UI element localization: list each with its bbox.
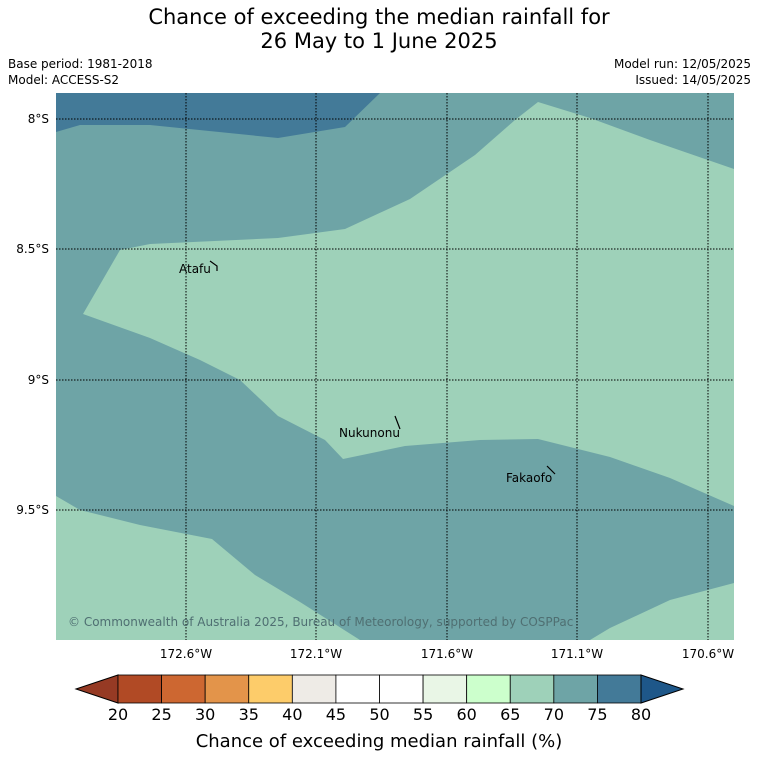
lat-label: 8.5°S	[16, 242, 49, 256]
colorbar-tick-label: 60	[456, 705, 476, 724]
base-period: Base period: 1981-2018	[8, 57, 153, 71]
graticule	[56, 93, 734, 640]
colorbar-over-arrow	[640, 674, 685, 704]
lon-label: 172.6°W	[160, 647, 212, 661]
colorbar-tick-label: 25	[151, 705, 171, 724]
place-label-fakaofo: Fakaofo	[506, 471, 552, 485]
colorbar-bin	[161, 674, 206, 704]
chart-title-line2: 26 May to 1 June 2025	[260, 29, 498, 53]
colorbar-bin	[597, 674, 642, 704]
copyright-notice: © Commonwealth of Australia 2025, Bureau…	[68, 615, 573, 629]
lat-label: 8°S	[28, 112, 49, 126]
colorbar-tick-label: 80	[631, 705, 651, 724]
colorbar-under-arrow	[74, 674, 119, 704]
colorbar-bin	[379, 674, 424, 704]
lon-label: 171.1°W	[551, 647, 603, 661]
longitude-labels: 172.6°W 172.1°W 171.6°W 171.1°W 170.6°W	[160, 647, 734, 661]
colorbar-tick-label: 35	[239, 705, 259, 724]
chart-title-line1: Chance of exceeding the median rainfall …	[148, 5, 610, 29]
colorbar-tick-label: 45	[326, 705, 346, 724]
zone-65-70-central	[83, 102, 734, 506]
colorbar-tick-label: 75	[587, 705, 607, 724]
map-area: Atafu Nukunonu Fakaofo © Commonwealth of…	[56, 93, 734, 640]
colorbar-bins	[117, 674, 642, 704]
colorbar-tick-label: 30	[195, 705, 215, 724]
issued-date: Issued: 14/05/2025	[635, 73, 751, 87]
colorbar: 20 25 30 35 40 45 50 55 60 65 70 75 80 Chance of exc…	[74, 674, 685, 752]
zone-65-70-southwest	[56, 496, 360, 640]
colorbar-tick-label: 20	[108, 705, 128, 724]
lon-label: 172.1°W	[290, 647, 342, 661]
model-name: Model: ACCESS-S2	[8, 73, 120, 87]
colorbar-tick-label: 55	[413, 705, 433, 724]
colorbar-bin	[422, 674, 468, 704]
colorbar-bin	[117, 674, 162, 704]
colorbar-tick-label: 40	[282, 705, 302, 724]
colorbar-bin	[291, 674, 337, 704]
model-run: Model run: 12/05/2025	[613, 57, 751, 71]
zone-75-80-north	[56, 93, 380, 138]
colorbar-tick-label: 65	[500, 705, 520, 724]
colorbar-tick-label: 50	[369, 705, 389, 724]
colorbar-tick-labels: 20 25 30 35 40 45 50 55 60 65 70 75 80	[108, 705, 651, 724]
lon-label: 170.6°W	[682, 647, 734, 661]
atafu-atoll-shape	[209, 260, 218, 271]
lon-label: 171.6°W	[421, 647, 473, 661]
colorbar-bin	[553, 674, 598, 704]
latitude-labels: 8°S 8.5°S 9°S 9.5°S	[16, 112, 49, 517]
atoll-outlines	[209, 260, 556, 475]
colorbar-bin	[248, 674, 293, 704]
colorbar-tick-label: 70	[544, 705, 564, 724]
nukunonu-atoll-shape	[394, 415, 401, 430]
colorbar-bin	[204, 674, 250, 704]
lat-label: 9.5°S	[16, 503, 49, 517]
lat-label: 9°S	[28, 373, 49, 387]
place-label-atafu: Atafu	[179, 262, 211, 276]
zone-65-70-southeast	[590, 583, 734, 640]
colorbar-bin	[335, 674, 380, 704]
colorbar-bin	[509, 674, 555, 704]
colorbar-title: Chance of exceeding median rainfall (%)	[196, 731, 563, 752]
place-label-nukunonu: Nukunonu	[339, 426, 400, 440]
fakaofo-atoll-shape	[546, 465, 556, 475]
colorbar-bin	[466, 674, 511, 704]
